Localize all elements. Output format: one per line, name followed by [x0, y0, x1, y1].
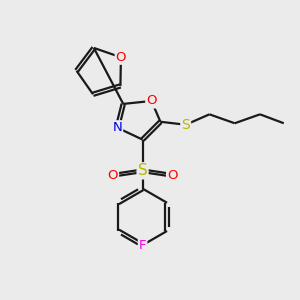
Text: F: F: [139, 238, 146, 252]
Text: S: S: [138, 163, 147, 178]
Text: O: O: [108, 169, 118, 182]
Text: S: S: [181, 118, 190, 132]
Text: O: O: [146, 94, 157, 107]
Text: N: N: [112, 121, 122, 134]
Text: O: O: [167, 169, 178, 182]
Text: O: O: [116, 51, 126, 64]
